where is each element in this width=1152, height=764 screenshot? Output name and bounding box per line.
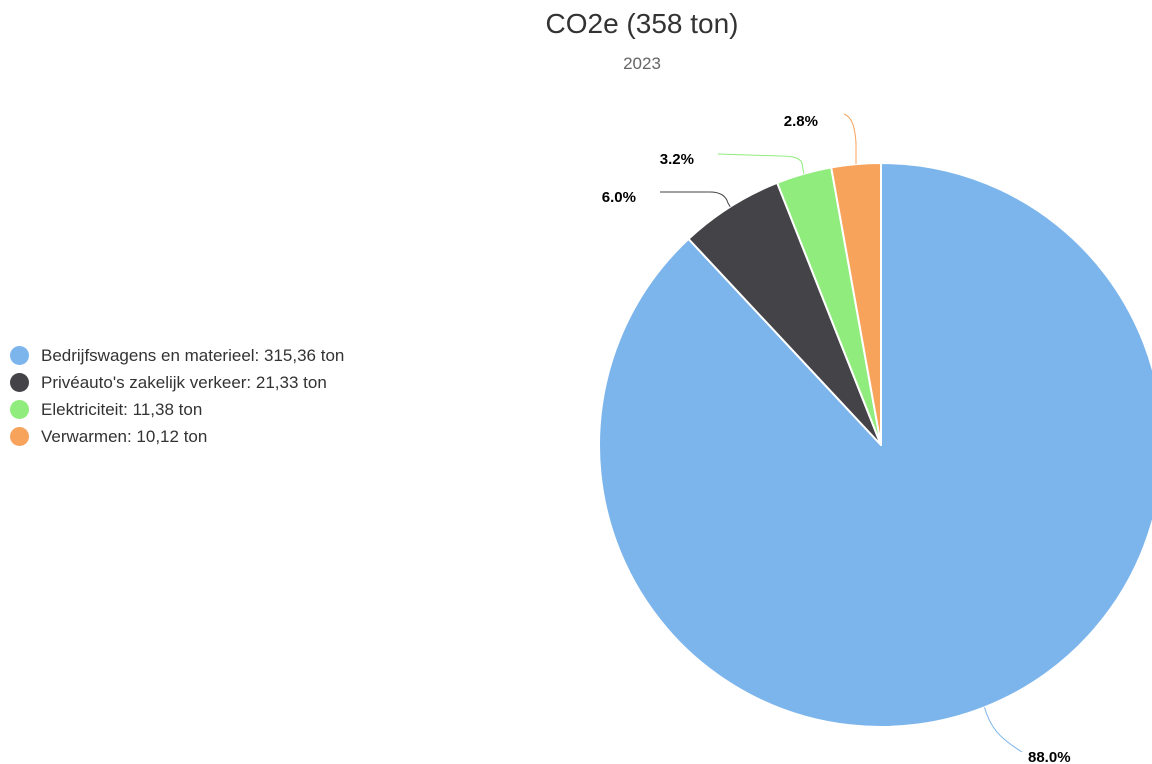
legend-label-priveautos: Privéauto's zakelijk verkeer: 21,33 ton — [41, 372, 327, 392]
pie-slice-verwarmen[interactable] — [830, 162, 882, 446]
data-label-elektriciteit: 3.2% — [660, 151, 694, 168]
legend-symbol-priveautos — [10, 373, 29, 392]
legend-item-verwarmen[interactable]: Verwarmen: 10,12 ton — [10, 423, 344, 450]
chart-title: CO2e (358 ton) — [545, 8, 739, 39]
legend-label-elektriciteit: Elektriciteit: 11,38 ton — [41, 399, 203, 419]
data-label-connectors — [660, 113, 1023, 753]
pie-slice-bedrijfswagens[interactable] — [598, 162, 1152, 728]
legend-item-bedrijfswagens[interactable]: Bedrijfswagens en materieel: 315,36 ton — [10, 342, 344, 369]
legend-label-bedrijfswagens: Bedrijfswagens en materieel: 315,36 ton — [41, 345, 345, 365]
legend-item-elektriciteit[interactable]: Elektriciteit: 11,38 ton — [10, 396, 344, 423]
connector-priveautos — [660, 191, 731, 207]
legend-symbol-elektriciteit — [10, 400, 29, 419]
pie-slices — [598, 162, 1152, 728]
connector-verwarmen — [843, 113, 857, 165]
legend-label-verwarmen: Verwarmen: 10,12 ton — [41, 426, 208, 446]
connector-elektriciteit — [717, 153, 805, 174]
legend-symbol-bedrijfswagens — [10, 346, 29, 365]
chart-subtitle: 2023 — [623, 54, 661, 73]
data-label-priveautos: 6.0% — [602, 189, 636, 206]
data-labels: 88.0% 6.0% 3.2% 2.8% — [602, 113, 1071, 764]
chart-legend: Bedrijfswagens en materieel: 315,36 ton … — [10, 342, 344, 450]
legend-item-priveautos[interactable]: Privéauto's zakelijk verkeer: 21,33 ton — [10, 369, 344, 396]
legend-symbol-verwarmen — [10, 427, 29, 446]
data-label-verwarmen: 2.8% — [784, 113, 818, 130]
data-label-bedrijfswagens: 88.0% — [1028, 749, 1071, 764]
connector-bedrijfswagens — [983, 707, 1023, 753]
